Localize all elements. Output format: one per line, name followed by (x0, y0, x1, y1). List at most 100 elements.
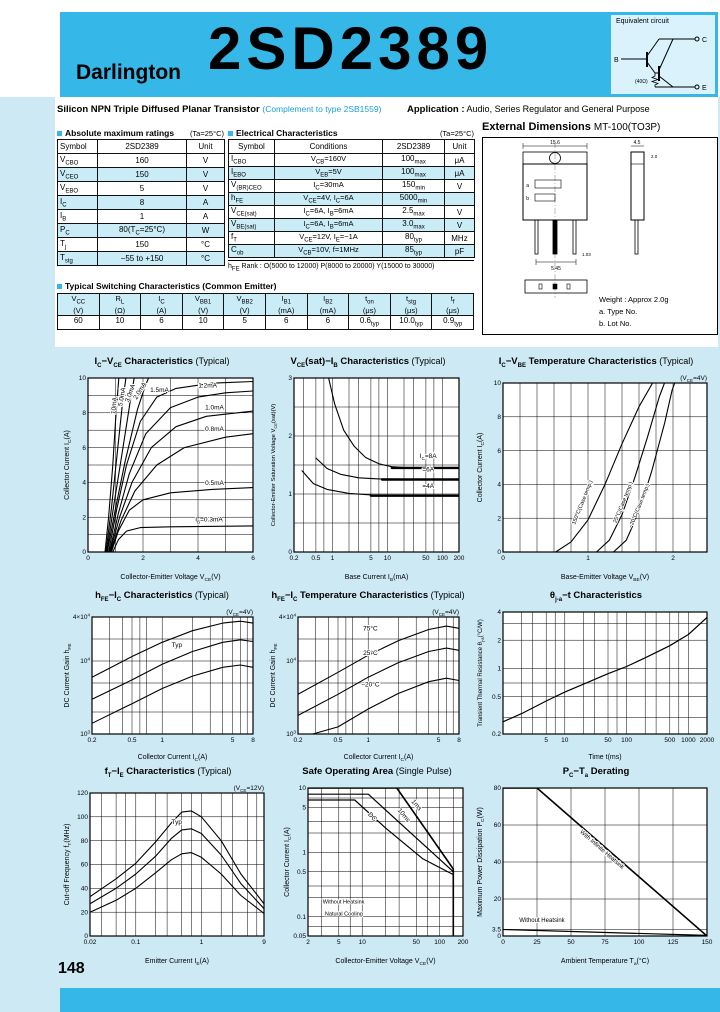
svg-text:4: 4 (196, 555, 200, 562)
svg-text:Collector Current IC(A): Collector Current IC(A) (138, 754, 208, 762)
svg-text:0: 0 (497, 933, 501, 940)
svg-text:100: 100 (434, 939, 445, 946)
svg-text:1: 1 (366, 737, 370, 744)
cell-conditions: VCB=160V (274, 153, 383, 167)
table-row: IC 8 A (57, 195, 225, 210)
curve-label: 1ms (410, 798, 424, 812)
table-row: hFE VCE=4V, IC=6A 5000min (228, 192, 475, 206)
cell-symbol: V(BR)CEO (228, 179, 275, 193)
curve-label: 25°C(Case temp.) (613, 481, 635, 524)
header-band: Darlington 2SD2389 Equivalent circuit C … (60, 12, 718, 97)
table-row: VCEO 150 V (57, 167, 225, 182)
curve-label: Without Heatsink (323, 900, 365, 906)
svg-text:200: 200 (454, 555, 465, 562)
chart-g: fT−IE Characteristics (Typical) 0.02 0.1 1 9… (62, 766, 274, 966)
cell-symbol: IC (57, 195, 98, 210)
marker-a: a (526, 183, 529, 189)
cell-conditions: VEB=5V (274, 166, 383, 180)
cell-unit (444, 192, 475, 206)
col-symbol: Symbol (57, 139, 98, 154)
cell-value: 5000min (382, 192, 445, 206)
category-label: Darlington (76, 61, 181, 84)
curve-label: 1.2mA (198, 383, 217, 390)
svg-text:20: 20 (494, 896, 502, 903)
svg-text:4×104: 4×104 (279, 613, 297, 622)
svg-text:60: 60 (494, 822, 502, 829)
dim-tab-label: 2.0 (651, 154, 658, 159)
col-conditions: Conditions (274, 139, 383, 154)
svg-text:9: 9 (262, 939, 266, 946)
chart-canvas: 0.2 0.5 1 5 8 4×104 104 103 (VCE=4V) Collector Cu… (64, 609, 255, 762)
cell-value: 10.0typ (389, 314, 433, 330)
svg-text:Ambient Temperature Ta(°C): Ambient Temperature Ta(°C) (561, 957, 649, 966)
svg-text:60: 60 (81, 862, 89, 869)
cell-value: 60 (57, 314, 100, 330)
svg-text:120: 120 (77, 790, 88, 797)
cell-conditions: VCE=12V, IE=−1A (274, 231, 383, 245)
col-unit: Unit (444, 139, 475, 154)
svg-text:6: 6 (497, 448, 501, 455)
dim-lead-width-label: 1.03 (582, 252, 591, 257)
svg-text:100: 100 (77, 814, 88, 821)
chart-title: IC−VBE Temperature Characteristics (Typi… (498, 356, 694, 369)
cell-value: 8 (97, 195, 187, 210)
cell-symbol: PC (57, 223, 98, 238)
cell-symbol: VCEO (57, 167, 98, 182)
cell-value: 100max (382, 153, 445, 167)
cell-unit: V (444, 205, 475, 219)
svg-text:0.5: 0.5 (297, 869, 306, 876)
cell-unit: MHz (444, 231, 475, 245)
chart-a: IC−VCE Characteristics (Typical) 0 2 4 6 0 2 4 6… (62, 356, 262, 582)
svg-text:1: 1 (331, 555, 335, 562)
dim-lead-span-label: 5.45 (551, 266, 561, 272)
emitter-terminal-icon (694, 84, 700, 90)
table-row: VBE(sat) IC=6A, IB=6mA 3.0max V (228, 218, 475, 232)
svg-text:0: 0 (288, 549, 292, 556)
svg-text:4: 4 (82, 480, 86, 487)
cell-unit: V (444, 218, 475, 232)
cell-value: 0.9typ (431, 314, 474, 330)
external-dimensions-box: 15.6 a b 5.45 1.03 4.5 2.0 (482, 137, 718, 335)
svg-text:8: 8 (457, 737, 461, 744)
cell-value: 5 (97, 181, 187, 196)
chart-title: PC−Ta Derating (562, 766, 630, 779)
col-unit: Unit (186, 139, 225, 154)
svg-text:2: 2 (497, 637, 501, 644)
svg-text:(VCE=4V): (VCE=4V) (226, 609, 253, 617)
cell-value: 150 (97, 237, 187, 252)
curve-label: −20°C(Case temp.) (628, 483, 651, 529)
application-label: Application : (407, 104, 465, 115)
cell-conditions: IC=30mA (274, 179, 383, 193)
svg-text:80: 80 (81, 838, 89, 845)
cell-unit: V (186, 153, 225, 168)
svg-text:10: 10 (384, 555, 392, 562)
svg-text:0.5: 0.5 (311, 555, 320, 562)
svg-text:Transient Thermal Resistance θ: Transient Thermal Resistance θj-a(°C/W) (478, 619, 485, 726)
col-vcc: VCC (V) (57, 293, 100, 316)
curve-label: Typ (172, 642, 183, 649)
cell-symbol: IB (57, 209, 98, 224)
svg-text:Collector Current IC(A): Collector Current IC(A) (284, 827, 293, 897)
cell-value: 10 (181, 314, 225, 330)
svg-text:0.2: 0.2 (293, 737, 302, 744)
svg-text:5: 5 (369, 555, 373, 562)
curve-label: IC=8A (420, 453, 438, 461)
svg-text:10: 10 (299, 785, 307, 792)
col-ic: IC (A) (140, 293, 183, 316)
svg-text:20: 20 (81, 909, 89, 916)
chart-f: θj-a−t Characteristics 5 10 50 100 500 1000 200… (475, 590, 717, 762)
application-text: Audio, Series Regulator and General Purp… (466, 104, 650, 114)
svg-text:8: 8 (251, 737, 255, 744)
svg-text:5: 5 (231, 737, 235, 744)
cell-symbol: Tj (57, 237, 98, 252)
svg-text:0.5: 0.5 (127, 737, 136, 744)
col-rl: RL (Ω) (98, 293, 142, 316)
chart-canvas: 5 10 50 100 500 1000 2000 4 2 1 0.5 0.2 Time t(ms) Tr… (478, 609, 715, 761)
cell-value: 160 (97, 153, 187, 168)
svg-text:6: 6 (251, 555, 255, 562)
curve-label: 10mA (110, 396, 119, 414)
svg-text:3: 3 (288, 375, 292, 382)
table-row: IEBO VEB=5V 100max μA (228, 166, 475, 180)
svg-text:4: 4 (497, 482, 501, 489)
resistor-icon (650, 73, 660, 87)
